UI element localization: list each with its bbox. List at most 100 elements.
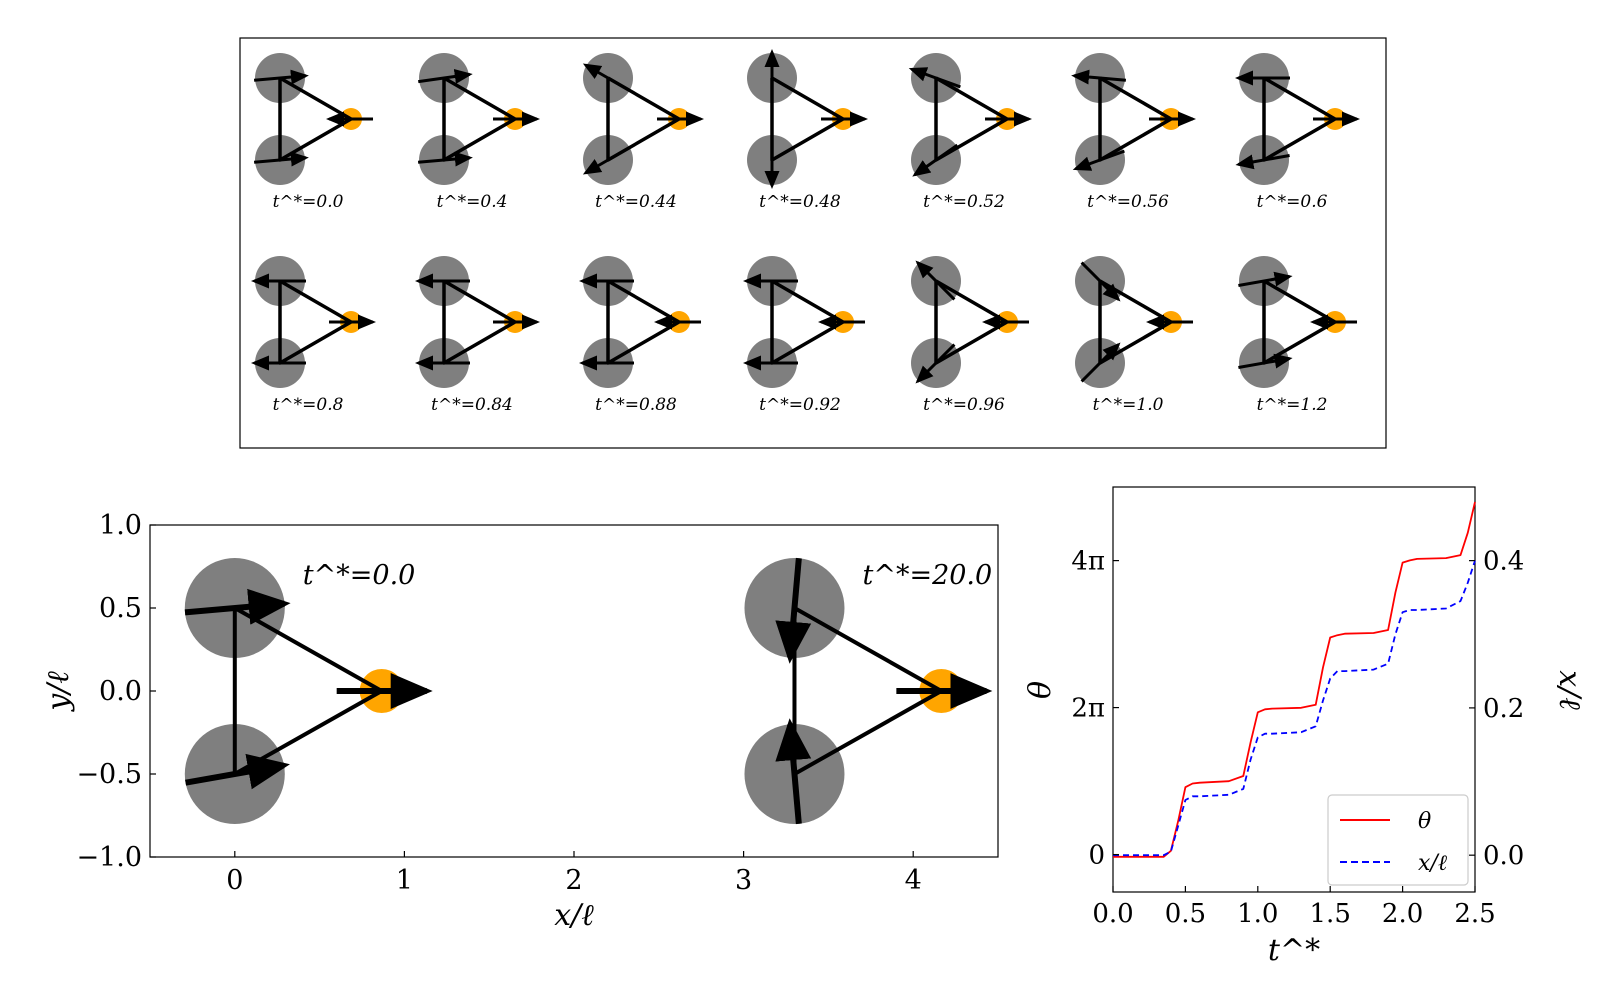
snapshot-label: t^*=0.96 <box>923 395 1005 415</box>
y-tick-label: 0.0 <box>99 676 142 707</box>
x-tick-label: 4 <box>905 865 922 896</box>
swimmer-links <box>792 606 944 776</box>
y-tick-label: 0.5 <box>99 593 142 624</box>
snapshot-label: t^*=0.4 <box>437 192 508 212</box>
snapshot-label: t^*=0.0 <box>273 192 344 212</box>
snapshot-label: t^*=0.44 <box>595 192 677 212</box>
snapshot-label: t^*=1.2 <box>1257 395 1328 415</box>
timeseries-xlabel: t^* <box>1268 933 1320 968</box>
x-tick-label: 0 <box>226 865 243 896</box>
x-tick-label: 1.5 <box>1310 899 1351 929</box>
snapshot-frame: t^*=0.52 <box>908 53 1033 212</box>
force-arrow <box>185 753 290 790</box>
timeseries-ylabel-left: θ <box>1023 681 1058 699</box>
swimmer-links <box>442 76 517 162</box>
y-tick-label-right: 0.0 <box>1483 841 1524 871</box>
legend-theta-label: θ <box>1418 809 1431 834</box>
x-tick-label: 3 <box>735 865 752 896</box>
force-arrow <box>253 151 309 167</box>
y-tick-label: −1.0 <box>76 842 142 873</box>
snapshot-label: t^*=0.48 <box>759 192 841 212</box>
x-tick-label: 2.5 <box>1454 899 1495 929</box>
swimmer-links <box>770 279 845 365</box>
force-arrow <box>1080 261 1121 302</box>
force-arrow <box>1238 353 1293 369</box>
swimmer-links <box>770 76 845 162</box>
legend-box <box>1327 794 1469 886</box>
snapshot-frame: t^*=0.4 <box>417 53 541 212</box>
force-arrow <box>1238 271 1293 287</box>
swimmer-links <box>278 76 353 162</box>
force-arrow <box>1071 69 1127 85</box>
force-arrow <box>775 557 812 664</box>
snapshot-label: t^*=1.0 <box>1093 395 1164 415</box>
x-tick-label: 1 <box>396 865 413 896</box>
snapshot-frame: t^*=0.6 <box>1235 53 1361 212</box>
swimmer-annotation: t^*=0.0 <box>303 560 416 591</box>
snapshot-label: t^*=0.88 <box>595 395 677 415</box>
force-arrow <box>775 718 812 825</box>
trajectory-plot: t^*=0.0 t^*=20.0 0 1 2 3 4 1.0 0.5 0.0 −0.5 −1.0 x… <box>41 510 999 933</box>
snapshot-panel-frame <box>239 37 1387 449</box>
swimmer-links <box>606 76 681 162</box>
snapshot-frame: t^*=1.0 <box>1075 256 1194 415</box>
swimmer: t^*=0.0 <box>184 558 433 824</box>
snapshot-frame: t^*=0.92 <box>743 256 866 415</box>
swimmer-links <box>1098 279 1173 365</box>
swimmer-links <box>1262 76 1337 162</box>
snapshot-label: t^*=0.52 <box>923 192 1005 212</box>
swimmer-annotation: t^*=20.0 <box>862 560 992 591</box>
force-arrow <box>418 69 473 84</box>
snapshot-frame: t^*=0.96 <box>911 256 1030 415</box>
force-arrow <box>582 145 632 175</box>
force-arrow <box>908 67 961 89</box>
y-tick-label-right: 0.4 <box>1483 547 1524 577</box>
snapshot-label: t^*=0.56 <box>1087 192 1169 212</box>
snapshot-frame: t^*=0.56 <box>1071 53 1197 212</box>
snapshot-panel: t^*=0.0 t^*=0.4 t^*=0.44 t^*=0.48 t^*=0.52 t^… <box>239 37 1387 449</box>
timeseries-legend: θ x/ℓ <box>1327 794 1469 886</box>
swimmer-links <box>232 606 384 776</box>
series-theta <box>1113 501 1476 858</box>
snapshot-frame: t^*=1.2 <box>1238 256 1358 415</box>
snapshot-label: t^*=0.8 <box>273 395 344 415</box>
x-tick-label: 2 <box>565 865 582 896</box>
x-tick-label: 2.0 <box>1382 899 1423 929</box>
swimmer-links <box>934 279 1009 365</box>
timeseries-plot-frame <box>1112 486 1476 893</box>
y-tick-label-left: 0 <box>1088 841 1105 871</box>
snapshot-label: t^*=0.84 <box>431 395 513 415</box>
force-arrow <box>417 151 473 167</box>
y-tick-label: 1.0 <box>99 510 142 541</box>
x-tick-label: 0.0 <box>1092 899 1133 929</box>
x-tick-label: 1.0 <box>1237 899 1278 929</box>
swimmer-links <box>606 279 681 365</box>
swimmer-links <box>1262 279 1337 365</box>
timeseries-ylabel-right: x/ℓ <box>1552 670 1587 710</box>
force-arrow <box>912 143 959 177</box>
snapshot-frame: t^*=0.88 <box>579 256 702 415</box>
snapshot-label: t^*=0.92 <box>759 395 841 415</box>
y-tick-label-left: 2π <box>1071 694 1105 724</box>
snapshot-label: t^*=0.6 <box>1257 192 1328 212</box>
force-arrow <box>915 260 956 301</box>
legend-x-label: x/ℓ <box>1418 851 1448 876</box>
swimmer-links <box>1098 76 1173 162</box>
swimmer-links <box>442 279 517 365</box>
snapshot-frame: t^*=0.84 <box>415 256 541 415</box>
snapshot-frame: t^*=0.44 <box>582 53 705 212</box>
y-tick-label-left: 4π <box>1071 547 1105 577</box>
trajectory-ylabel: y/ℓ <box>41 671 76 713</box>
series-x <box>1113 560 1476 857</box>
trajectory-xlabel: x/ℓ <box>554 898 594 933</box>
snapshot-frame: t^*=0.48 <box>747 49 869 212</box>
snapshot-frame: t^*=0.0 <box>253 53 374 212</box>
force-arrow <box>1235 154 1290 170</box>
x-tick-label: 0.5 <box>1165 899 1206 929</box>
swimmer-links <box>278 279 353 365</box>
y-tick-label-right: 0.2 <box>1483 694 1524 724</box>
y-tick-label: −0.5 <box>76 759 142 790</box>
force-arrow <box>915 343 956 384</box>
force-arrow <box>184 588 291 625</box>
